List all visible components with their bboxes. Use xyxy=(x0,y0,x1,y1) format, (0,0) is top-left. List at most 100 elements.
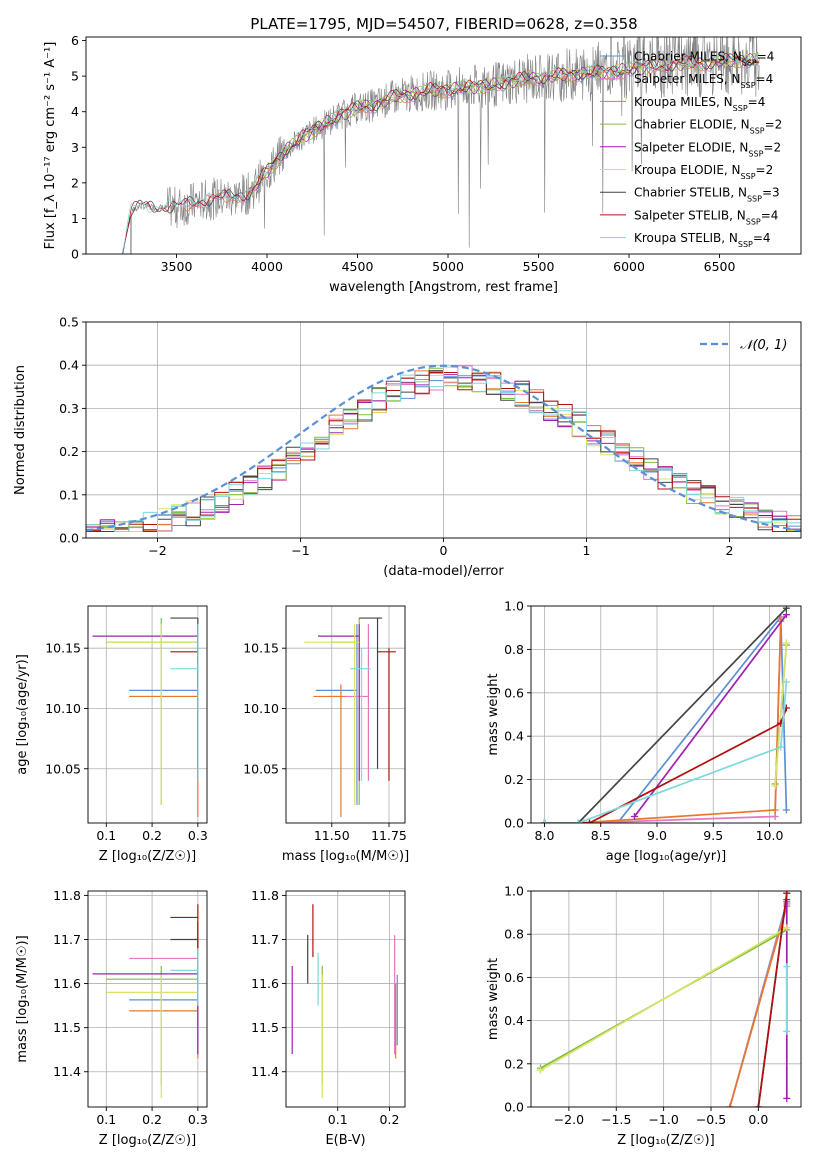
axes-frame xyxy=(285,605,406,824)
y-tick-label: 11.6 xyxy=(251,976,279,991)
chabrier-miles-histogram xyxy=(86,375,801,532)
x-tick-label: 2 xyxy=(726,543,734,558)
series-marker xyxy=(777,743,785,751)
y-axis-label: mass weight xyxy=(486,673,501,755)
kroupa-stelib-point xyxy=(350,648,371,781)
x-tick-label: 11.75 xyxy=(371,828,407,843)
legend-label: Salpeter STELIB, NSSP=4 xyxy=(634,208,778,226)
series-line xyxy=(544,607,788,823)
x-tick-label: 0.0 xyxy=(748,1112,768,1127)
x-axis-label: Z [log₁₀(Z/Z☉)] xyxy=(99,849,196,864)
x-tick-label: 0.3 xyxy=(188,828,208,843)
y-tick-label: 0.6 xyxy=(504,970,524,985)
y-tick-label: 0 xyxy=(71,247,79,262)
y-tick-label: 0.2 xyxy=(59,444,79,459)
y-tick-label: 5 xyxy=(71,69,79,84)
x-tick-label: 0.2 xyxy=(142,1112,162,1127)
legend-label: Salpeter MILES, NSSP=4 xyxy=(634,72,773,90)
series-line xyxy=(757,893,788,1107)
y-tick-label: 10.05 xyxy=(243,761,279,776)
legend-entry: Salpeter ELODIE, NSSP=2 xyxy=(600,140,781,158)
series-marker xyxy=(783,924,791,932)
series-marker xyxy=(782,639,790,647)
axes-frame xyxy=(85,36,802,255)
legend-label: Kroupa STELIB, NSSP=4 xyxy=(634,231,771,249)
series-marker xyxy=(782,611,790,619)
series-marker xyxy=(574,819,582,823)
mass-vs-Z-panel: 0.1 0.2 0.3 11.4 11.5 11.6 11.7 11.8 Z [log₁₀(Z/… xyxy=(15,888,208,1148)
y-tick-label: 10.05 xyxy=(45,761,81,776)
y-tick-label: 11.7 xyxy=(251,932,279,947)
age-vs-Z-panel: 0.1 0.2 0.3 10.05 10.10 10.15 Z [log₁₀(Z/Z☉)] a… xyxy=(15,605,208,864)
legend-label: Kroupa ELODIE, NSSP=2 xyxy=(634,163,773,181)
y-tick-label: 0.4 xyxy=(59,358,79,373)
y-tick-label: 11.5 xyxy=(53,1020,81,1035)
y-tick-label: 11.8 xyxy=(53,888,81,903)
salpeter-miles-point xyxy=(327,624,369,781)
plot-area xyxy=(86,364,801,532)
x-tick-label: 10.0 xyxy=(756,828,784,843)
series-marker xyxy=(536,1066,544,1074)
chabrier-miles-point xyxy=(129,624,199,757)
y-tick-label: 11.4 xyxy=(53,1064,81,1079)
plot-area xyxy=(92,617,199,817)
x-tick-label: −1.0 xyxy=(648,1112,678,1127)
normal-curve xyxy=(86,364,801,532)
series-line xyxy=(774,642,788,787)
y-tick-label: 1.0 xyxy=(504,599,524,614)
plot-area xyxy=(291,904,398,1099)
chabrier-stelib-model-line xyxy=(122,53,759,254)
series-line xyxy=(540,926,788,1072)
series-line xyxy=(544,621,782,823)
x-tick-label: −0.5 xyxy=(696,1112,726,1127)
kroupa-elodie-point xyxy=(106,974,198,1099)
y-tick-label: 0.0 xyxy=(504,1100,524,1115)
legend-entry: Salpeter MILES, NSSP=4 xyxy=(600,72,773,90)
y-tick-label: 11.8 xyxy=(251,888,279,903)
y-tick-label: 10.10 xyxy=(243,701,279,716)
y-tick-label: 0.2 xyxy=(504,772,524,787)
x-tick-label: 9.5 xyxy=(703,828,723,843)
series-line xyxy=(544,681,788,823)
salpeter-stelib-series xyxy=(541,704,790,823)
y-tick-label: 11.4 xyxy=(251,1064,279,1079)
y-tick-label: 4 xyxy=(71,104,79,119)
x-tick-label: 5000 xyxy=(432,259,464,274)
axes-frame xyxy=(87,605,208,824)
axes-frame xyxy=(530,890,802,1108)
series-marker xyxy=(782,606,790,612)
x-axis-label: age [log₁₀(age/yr)] xyxy=(606,849,727,864)
plot-area xyxy=(121,37,760,254)
kroupa-elodie-series xyxy=(536,924,791,1074)
axes-frame xyxy=(285,890,406,1108)
figure-title: PLATE=1795, MJD=54507, FIBERID=0628, z=0… xyxy=(250,15,637,33)
series-marker xyxy=(783,1027,791,1035)
kroupa-stelib-point xyxy=(170,948,199,1006)
x-tick-label: 1 xyxy=(583,543,591,558)
kroupa-elodie-point xyxy=(304,624,360,805)
residuals-panel: −2 −1 0 1 2 0.0 0.1 0.2 0.3 0.4 0.5 (data-model)/er… xyxy=(13,315,802,579)
kroupa-elodie-series xyxy=(771,639,790,790)
chabrier-miles-point xyxy=(315,624,358,805)
y-tick-label: 1.0 xyxy=(504,884,524,899)
kroupa-elodie-model-line xyxy=(248,53,760,197)
y-tick-label: 0.6 xyxy=(504,685,524,700)
x-tick-label: 0.1 xyxy=(96,1112,116,1127)
salpeter-miles-point xyxy=(129,624,199,781)
series-marker xyxy=(726,1103,734,1107)
salpeter-stelib-series xyxy=(754,891,791,1107)
series-marker xyxy=(783,963,791,971)
age-vs-mass-panel: 11.50 11.75 10.05 10.10 10.15 mass [log₁₀(M/M… xyxy=(243,605,409,864)
x-tick-label: 5500 xyxy=(523,259,555,274)
salpeter-stelib-point xyxy=(377,648,396,781)
x-tick-label: 9.0 xyxy=(647,828,667,843)
legend-entry: Chabrier ELODIE, NSSP=2 xyxy=(600,118,782,135)
series-marker xyxy=(771,782,779,790)
y-tick-label: 1 xyxy=(71,211,79,226)
legend-entry: Chabrier MILES, NSSP=4 xyxy=(600,50,774,67)
x-tick-label: 0 xyxy=(440,543,448,558)
x-tick-label: 0.1 xyxy=(328,1112,348,1127)
y-tick-label: 0.4 xyxy=(504,1013,524,1028)
kroupa-stelib-series xyxy=(541,678,790,823)
